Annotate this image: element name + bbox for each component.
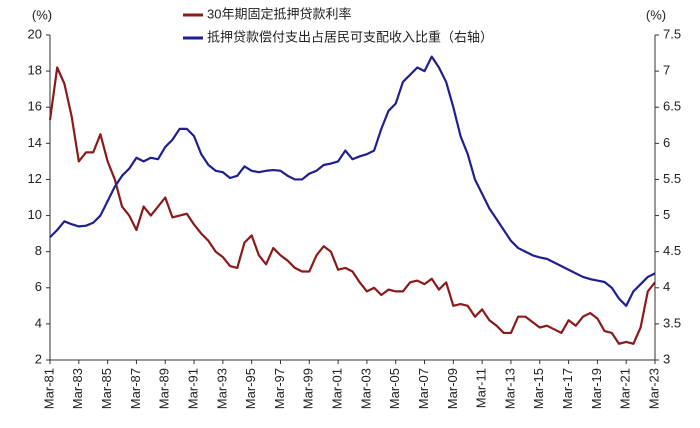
x-tick-label: Mar-93 — [214, 368, 229, 409]
y-tick-label: 20 — [28, 26, 42, 41]
y2-tick-label: 7.5 — [663, 26, 681, 41]
y-axis-label: (%) — [32, 7, 52, 22]
x-tick-label: Mar-21 — [618, 368, 633, 409]
x-tick-label: Mar-97 — [272, 368, 287, 409]
x-tick-label: Mar-13 — [502, 368, 517, 409]
y-tick-label: 16 — [28, 99, 42, 114]
x-tick-label: Mar-01 — [330, 368, 345, 409]
y2-tick-label: 3.5 — [663, 315, 681, 330]
y-tick-label: 18 — [28, 63, 42, 78]
y2-tick-label: 6 — [663, 135, 670, 150]
x-tick-label: Mar-91 — [185, 368, 200, 409]
x-tick-label: Mar-87 — [128, 368, 143, 409]
line-series — [49, 55, 656, 307]
x-tick-label: Mar-85 — [99, 368, 114, 409]
x-tick-label: Mar-23 — [646, 368, 661, 409]
x-tick-label: Mar-05 — [387, 368, 402, 409]
y2-tick-label: 7 — [663, 63, 670, 78]
legend-label: 抵押贷款偿付支出占居民可支配收入比重（右轴） — [207, 29, 493, 44]
y2-tick-label: 4.5 — [663, 243, 681, 258]
y-tick-label: 12 — [28, 171, 42, 186]
x-tick-label: Mar-11 — [474, 368, 489, 408]
x-tick-label: Mar-83 — [70, 368, 85, 409]
y-tick-label: 10 — [28, 207, 42, 222]
x-tick-label: Mar-95 — [243, 368, 258, 409]
y2-tick-label: 6.5 — [663, 99, 681, 114]
y-tick-label: 14 — [28, 135, 42, 150]
y-tick-label: 8 — [35, 243, 42, 258]
y2-tick-label: 5 — [663, 207, 670, 222]
y2-tick-label: 3 — [663, 351, 670, 366]
x-tick-label: Mar-09 — [445, 368, 460, 409]
x-tick-label: Mar-81 — [41, 368, 56, 409]
y2-axis-label: (%) — [646, 7, 666, 22]
y-tick-label: 4 — [35, 315, 42, 330]
y2-tick-label: 5.5 — [663, 171, 681, 186]
x-tick-label: Mar-99 — [301, 368, 316, 409]
x-tick-label: Mar-07 — [416, 368, 431, 409]
x-tick-label: Mar-03 — [358, 368, 373, 409]
x-tick-label: Mar-15 — [531, 368, 546, 409]
x-tick-label: Mar-89 — [157, 368, 172, 409]
y2-tick-label: 4 — [663, 279, 670, 294]
y-tick-label: 2 — [35, 351, 42, 366]
x-tick-label: Mar-17 — [560, 368, 575, 409]
line-series — [48, 66, 656, 345]
y-tick-label: 6 — [35, 279, 42, 294]
legend-label: 30年期固定抵押贷款利率 — [207, 6, 351, 21]
x-tick-label: Mar-19 — [589, 368, 604, 409]
